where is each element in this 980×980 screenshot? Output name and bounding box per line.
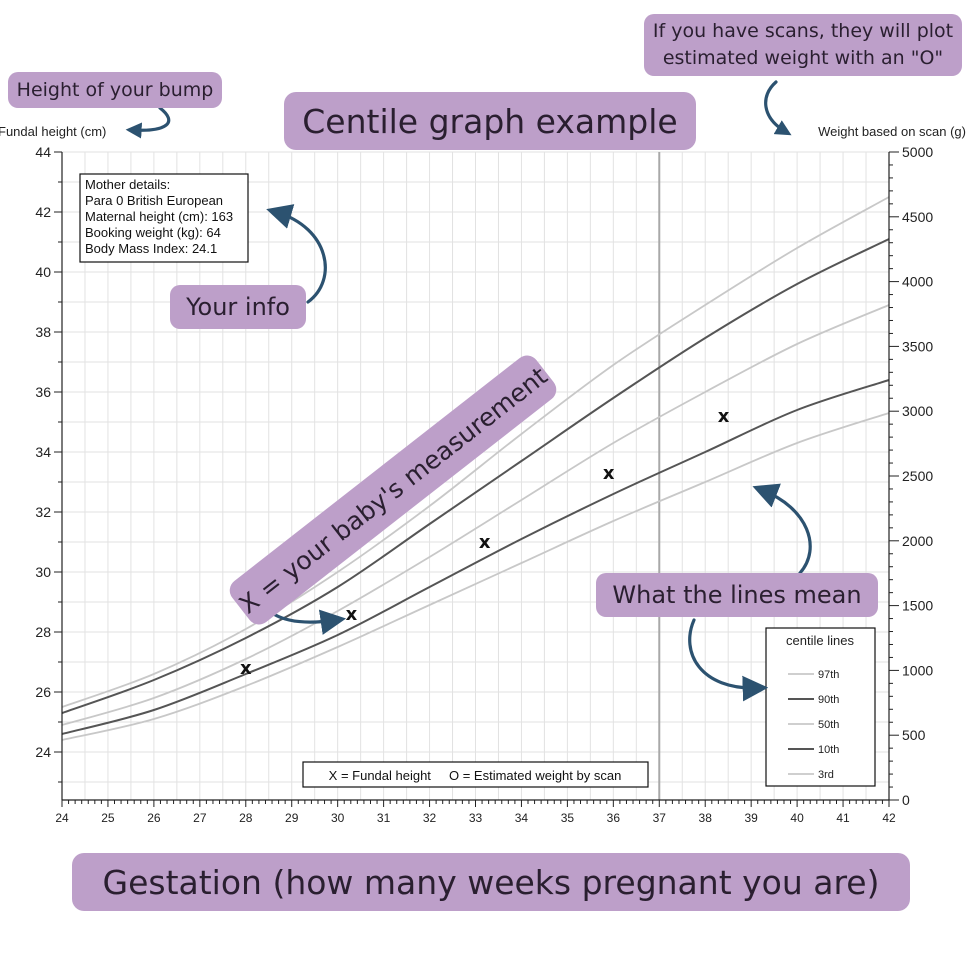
y-tick-label: 32	[35, 504, 51, 520]
measurement-mark: x	[346, 604, 358, 625]
x-tick-label: 36	[607, 811, 621, 825]
marker-key-text: X = Fundal height O = Estimated weight b…	[329, 768, 622, 783]
y2-tick-label: 3500	[902, 338, 933, 354]
x-tick-label: 35	[561, 811, 575, 825]
y-tick-label: 36	[35, 384, 51, 400]
legend-label: 97th	[818, 669, 839, 681]
y2-tick-label: 1000	[902, 662, 933, 678]
x-tick-label: 28	[239, 811, 253, 825]
lines-meaning-note: What the lines mean	[596, 573, 878, 617]
measurement-mark: x	[479, 532, 491, 553]
y-tick-label: 40	[35, 264, 51, 280]
x-tick-label: 32	[423, 811, 437, 825]
scans-note-line: If you have scans, they will plot	[652, 20, 954, 42]
measurement-marks: x x x x x	[240, 406, 730, 679]
centile-lines	[61, 196, 890, 741]
chart-title: Centile graph example	[284, 92, 696, 150]
axes: 24 25 26 27 28 29 30 31 32 33 34 35 36 37 38 39 40 41 42 24…	[35, 144, 933, 825]
legend-label: 10th	[818, 744, 839, 756]
y2-axis-label: Weight based on scan (g)	[818, 124, 966, 139]
mother-details-line: Body Mass Index: 24.1	[85, 241, 217, 256]
x-tick-label: 41	[836, 811, 850, 825]
y-axis-label: Fundal height (cm)	[0, 124, 106, 139]
mother-details-line: Maternal height (cm): 163	[85, 209, 233, 224]
y-tick-label: 44	[35, 144, 51, 160]
mother-details-line: Booking weight (kg): 64	[85, 225, 221, 240]
y2-tick-label: 4500	[902, 209, 933, 225]
x-tick-label: 38	[699, 811, 713, 825]
y2-tick-label: 2500	[902, 468, 933, 484]
y-tick-label: 26	[35, 684, 51, 700]
bump-height-note: Height of your bump	[8, 72, 222, 108]
x-tick-label: 31	[377, 811, 391, 825]
y2-tick-label: 0	[902, 792, 910, 808]
gestation-label: Gestation (how many weeks pregnant you a…	[72, 853, 910, 911]
centile-line-90th	[61, 238, 890, 714]
x-tick-label: 25	[101, 811, 115, 825]
x-tick-label: 24	[55, 811, 69, 825]
x-tick-label: 27	[193, 811, 207, 825]
y2-tick-label: 500	[902, 727, 926, 743]
arrow-lines-legend	[688, 618, 769, 702]
y-tick-label: 28	[35, 624, 51, 640]
centile-line-10th	[61, 379, 890, 735]
arrow-lines-top	[752, 483, 812, 575]
y2-tick-label: 4000	[902, 274, 933, 290]
centile-line-97th	[61, 196, 890, 708]
your-info-note: Your info	[170, 285, 306, 329]
centile-line-3rd	[61, 412, 890, 741]
x-tick-label: 42	[882, 811, 896, 825]
x-tick-label: 34	[515, 811, 529, 825]
x-tick-label: 37	[653, 811, 667, 825]
y2-tick-label: 5000	[902, 144, 933, 160]
centile-legend: centile lines 97th 90th 50th 10th 3rd	[765, 627, 876, 787]
measurement-mark: x	[718, 406, 730, 427]
arrow-info	[266, 204, 327, 304]
legend-label: 90th	[818, 694, 839, 706]
y-tick-label: 24	[35, 744, 51, 760]
legend-label: 3rd	[818, 769, 834, 781]
y2-tick-label: 1500	[902, 598, 933, 614]
mother-details-line: Para 0 British European	[85, 193, 223, 208]
x-tick-label: 30	[331, 811, 345, 825]
y-tick-label: 30	[35, 564, 51, 580]
y-tick-label: 34	[35, 444, 51, 460]
mother-details-line: Mother details:	[85, 177, 170, 192]
x-tick-label: 29	[285, 811, 299, 825]
scans-note: If you have scans, they will plot estima…	[644, 14, 962, 76]
measurement-mark: x	[240, 658, 252, 679]
x-tick-label: 33	[469, 811, 483, 825]
arrow-scans	[764, 80, 792, 136]
y-tick-label: 38	[35, 324, 51, 340]
y2-tick-label: 2000	[902, 533, 933, 549]
legend-label: 50th	[818, 719, 839, 731]
scans-note-line: estimated weight with an "O"	[662, 47, 944, 69]
y2-tick-label: 3000	[902, 403, 933, 419]
marker-key-box: X = Fundal height O = Estimated weight b…	[302, 761, 649, 788]
measurement-mark: x	[603, 463, 615, 484]
centile-line-50th	[61, 304, 890, 726]
x-tick-label: 39	[744, 811, 758, 825]
mother-details-box: Mother details: Para 0 British European …	[79, 173, 249, 263]
arrow-bump	[125, 106, 171, 139]
legend-title: centile lines	[786, 633, 854, 648]
x-tick-label: 26	[147, 811, 161, 825]
x-tick-label: 40	[790, 811, 804, 825]
y-tick-label: 42	[35, 204, 51, 220]
